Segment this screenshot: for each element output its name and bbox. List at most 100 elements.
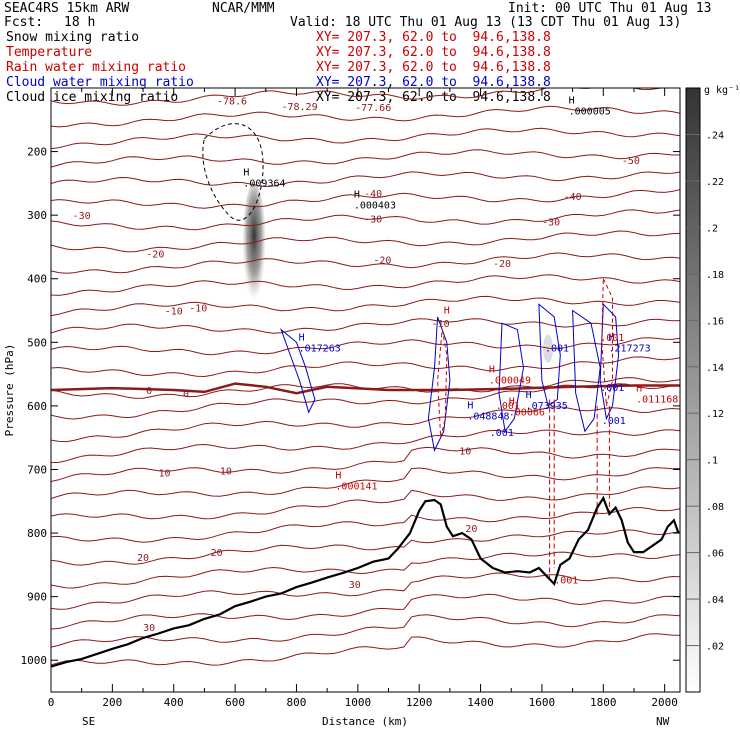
x-tick-label: 1200: [406, 696, 433, 709]
colorbar-tick-label: .14: [706, 363, 724, 374]
x-tick-label: 1400: [467, 696, 494, 709]
y-tick-label: 300: [27, 209, 47, 222]
isotherm-line: [51, 446, 680, 482]
extremum-marker: H: [509, 396, 515, 407]
extremum-label: .011168: [636, 395, 678, 406]
temperature-label: -50: [622, 156, 640, 167]
cloud-ice-shading: [242, 183, 267, 314]
isotherm-line: [51, 209, 680, 231]
extremum-label: .00066: [509, 407, 545, 418]
isotherm-line: [51, 171, 680, 188]
rain-contour: [601, 278, 613, 407]
isotherm-line: [51, 105, 680, 128]
extremum-label: .000049: [489, 375, 531, 386]
cloud-water-contour: [599, 303, 620, 421]
colorbar-tick-label: .24: [706, 130, 724, 141]
cloud-ice-shading-small: [543, 334, 554, 363]
x-axis-label: Distance (km): [322, 715, 408, 728]
cloud-water-contour: [427, 316, 451, 452]
temperature-label: -30: [542, 218, 560, 229]
isotherm-line: [51, 614, 680, 648]
isotherm-line: [51, 572, 680, 610]
cloud-water-contour: [572, 309, 601, 433]
field-xy-snow: XY= 207.3, 62.0 to 94.6,138.8: [316, 30, 551, 45]
contour-value-label: .001: [554, 576, 578, 587]
valid-time: Valid: 18 UTC Thu 01 Aug 13 (13 CDT Thu …: [290, 15, 682, 30]
contour-value-label: .001: [545, 344, 569, 355]
temperature-label: -20: [493, 259, 511, 270]
temperature-label: -10: [432, 319, 450, 330]
temperature-label: 0: [146, 386, 152, 397]
x-tick-label: 2000: [651, 696, 678, 709]
extremum-marker: H: [299, 333, 305, 344]
y-tick-label: 800: [27, 527, 47, 540]
colorbar: .02 .04 .06 .08 .1 .12 .14 .16 .18 .2 .22 .24 g kg⁻¹: [685, 85, 740, 693]
y-tick-label: 200: [27, 146, 47, 159]
extremum-label: .073935: [526, 401, 568, 412]
contour-value-label: .001: [600, 333, 624, 344]
isotherm-line: [51, 127, 680, 150]
cloud-water-contour: [498, 322, 525, 433]
extremum-marker: H: [335, 471, 341, 482]
isotherm-line: [51, 551, 680, 589]
extremum-marker: H: [526, 390, 532, 401]
field-xy-temperature: XY= 207.3, 62.0 to 94.6,138.8: [316, 45, 551, 60]
extremum-marker: H: [489, 364, 495, 375]
extremum-label: .009364: [243, 178, 285, 189]
snow-contour: [202, 123, 264, 221]
extremum-marker: H: [608, 333, 614, 344]
x-tick-label: 0: [48, 696, 55, 709]
temperature-label: -30: [73, 211, 91, 222]
colorbar-tick-label: .06: [706, 549, 724, 560]
extremum-marker: H: [243, 167, 249, 178]
field-name-cloud-water: Cloud water mixing ratio: [6, 75, 194, 90]
extremum-label: .017263: [299, 344, 341, 355]
field-xy-rain: XY= 207.3, 62.0 to 94.6,138.8: [316, 60, 551, 75]
isotherm-line: [51, 507, 680, 543]
x-tick-label: 1600: [529, 696, 556, 709]
isotherm-line: [51, 274, 680, 296]
temperature-label: -40: [564, 192, 582, 203]
cloud-water-contour: [280, 328, 316, 414]
y-tick-label: 400: [27, 273, 47, 286]
y-tick-label: 900: [27, 591, 47, 604]
plot-frame: [50, 87, 681, 693]
rain-contour: [437, 329, 448, 438]
isotherm-line: [51, 467, 680, 499]
temperature-label: -30: [364, 214, 382, 225]
init-time: Init: 00 UTC Thu 01 Aug 13: [508, 1, 712, 16]
y-axis-label: Pressure (hPa): [3, 344, 16, 437]
temperature-label: -10: [189, 303, 207, 314]
colorbar-tick-label: .18: [706, 270, 724, 281]
colorbar-tick-label: .22: [706, 177, 724, 188]
contour-value-label: .001: [490, 428, 514, 439]
contour-value-label: .001: [496, 401, 520, 412]
x-tick-label: 1000: [345, 696, 372, 709]
temperature-label: 10: [220, 467, 232, 478]
temperature-label: 0: [183, 389, 189, 400]
extremum-label: .000403: [354, 201, 396, 212]
temperature-label: 30: [143, 623, 155, 634]
extremum-label: .000005: [569, 107, 611, 118]
temperature-label: -20: [373, 256, 391, 267]
colorbar-tick-label: .16: [706, 316, 724, 327]
isotherm-line: [51, 633, 680, 666]
x-tick-label: 1800: [590, 696, 617, 709]
x-tick-label: 600: [225, 696, 245, 709]
isotherm-line: [51, 318, 680, 334]
forecast-label: Fcst:: [4, 15, 44, 30]
colorbar-tick-label: .2: [706, 223, 718, 234]
y-tick-label: 500: [27, 336, 47, 349]
model-name: SEAC4RS 15km ARW: [4, 1, 130, 16]
extremum-label: .000141: [335, 482, 377, 493]
colorbar-tick-label: .1: [706, 456, 718, 467]
isotherm-line: [51, 356, 680, 378]
left-end-label: SE: [82, 715, 95, 728]
field-xy-cloud-ice: XY= 207.3, 62.0 to 94.6,138.8: [316, 90, 551, 105]
x-tick-label: 800: [287, 696, 307, 709]
field-name-snow: Snow mixing ratio: [6, 30, 140, 45]
field-name-temperature: Temperature: [6, 45, 93, 60]
isotherm-line: [51, 593, 680, 630]
extremum-marker: H: [636, 384, 642, 395]
cloud-water-contour: [538, 303, 561, 407]
